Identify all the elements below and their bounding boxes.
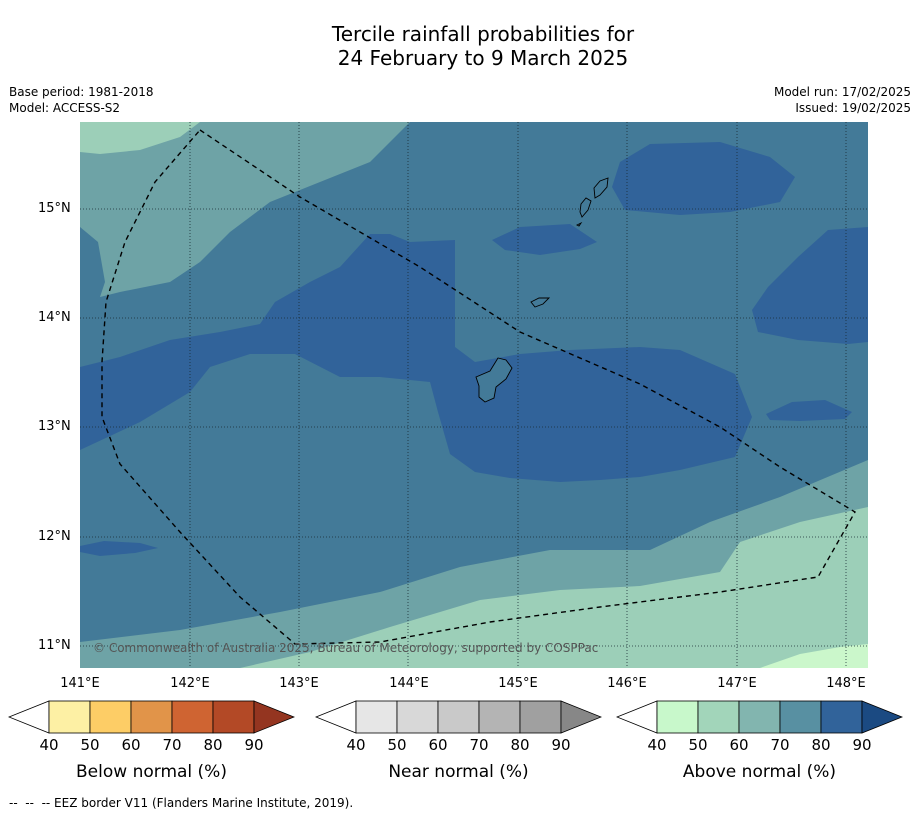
colorbar-near-over-arrow [560,700,603,734]
colorbar-above-segment [697,700,740,734]
zone-above-80-90-northeast [612,142,795,215]
zone-above-80-90-east-small [766,400,852,421]
colorbar-above-tick: 40 [647,736,667,754]
island-guam [475,357,513,403]
colorbar-near-segment [355,700,398,734]
colorbar-below-tick: 80 [203,736,223,754]
title-line-2: 24 February to 9 March 2025 [337,46,629,70]
colorbar-below-normal [7,700,296,738]
islands [475,177,609,403]
probability-map[interactable] [80,122,868,668]
lon-label-142: 142°E [170,676,210,691]
colorbar-below-segment [212,700,255,734]
colorbar-below-tick: 60 [121,736,141,754]
lon-label-143: 143°E [279,676,319,691]
issued-date: Issued: 19/02/2025 [795,101,911,115]
zone-above-50-60-south [240,507,868,668]
colorbar-above-over-arrow [861,700,904,734]
lon-label-141: 141°E [60,676,100,691]
colorbar-above-segment [738,700,781,734]
colorbar-near-tick: 60 [428,736,448,754]
colorbar-above-under-arrow [615,700,658,734]
colorbar-below-under-arrow [7,700,50,734]
eez-footnote: -- -- -- EEZ border V11 (Flanders Marine… [9,796,354,810]
colorbar-near-tick: 70 [469,736,489,754]
colorbar-above-normal [615,700,904,738]
colorbar-above-tick: 50 [688,736,708,754]
colorbar-above-segment [656,700,699,734]
island-tinian [579,197,592,218]
lon-label-144: 144°E [389,676,429,691]
copyright-notice: © Commonwealth of Australia 2025, Bureau… [93,641,599,655]
colorbar-near-title: Near normal (%) [388,762,529,782]
colorbar-below-tick: 90 [244,736,264,754]
colorbar-below-tick: 40 [39,736,59,754]
lat-label-12: 12°N [38,529,71,544]
colorbar-near-tick: 80 [510,736,530,754]
colorbar-near-under-arrow [314,700,357,734]
lon-label-146: 146°E [607,676,647,691]
colorbar-above-graphic [615,700,904,734]
colorbar-near-tick: 90 [551,736,571,754]
colorbar-above-tick: 60 [729,736,749,754]
map-title: Tercile rainfall probabilities for 24 Fe… [0,22,919,70]
colorbar-below-graphic [7,700,296,734]
map-canvas [80,122,868,668]
lat-label-14: 14°N [38,310,71,325]
colorbar-near-tick: 40 [346,736,366,754]
colorbar-above-tick: 80 [811,736,831,754]
colorbar-below-segment [48,700,91,734]
colorbar-below-segment [171,700,214,734]
metadata-left: Base period: 1981-2018 Model: ACCESS-S2 [9,84,154,116]
lat-label-15: 15°N [38,201,71,216]
island-saipan [593,177,609,199]
colorbar-near-tick: 50 [387,736,407,754]
colorbar-below-tick: 70 [162,736,182,754]
colorbar-near-normal [314,700,603,738]
lat-label-11: 11°N [38,638,71,653]
colorbar-near-segment [437,700,480,734]
colorbar-near-graphic [314,700,603,734]
base-period: Base period: 1981-2018 [9,85,154,99]
lon-label-145: 145°E [498,676,538,691]
island-rota [530,297,551,308]
metadata-right: Model run: 17/02/2025 Issued: 19/02/2025 [774,84,911,116]
zone-above-80-90-east [752,227,868,344]
zone-above-60-70-northwest [80,122,410,297]
colorbar-above-segment [820,700,863,734]
zone-above-80-90-west-small [80,541,158,556]
zone-above-80-90-central [80,234,752,482]
model-name: Model: ACCESS-S2 [9,101,121,115]
lon-label-148: 148°E [826,676,866,691]
colorbar-near-segment [478,700,521,734]
zone-above-80-90-north [492,224,597,255]
colorbar-above-title: Above normal (%) [682,762,837,782]
colorbar-above-tick: 70 [770,736,790,754]
colorbar-below-segment [89,700,132,734]
eez-border [101,129,856,645]
colorbar-below-over-arrow [253,700,296,734]
colorbar-below-title: Below normal (%) [76,762,227,782]
colorbar-below-tick: 50 [80,736,100,754]
colorbar-below-segment [130,700,173,734]
colorbar-near-segment [519,700,562,734]
colorbar-near-segment [396,700,439,734]
graticule [80,122,868,668]
colorbar-above-tick: 90 [852,736,872,754]
colorbar-above-segment [779,700,822,734]
lon-label-147: 147°E [717,676,757,691]
zone-above-40-50-southeast [760,644,868,668]
lat-label-13: 13°N [38,419,71,434]
island-aguijan [575,221,583,227]
title-line-1: Tercile rainfall probabilities for [331,22,635,46]
zone-above-50-60-northwest [80,122,200,154]
model-run: Model run: 17/02/2025 [773,85,911,99]
